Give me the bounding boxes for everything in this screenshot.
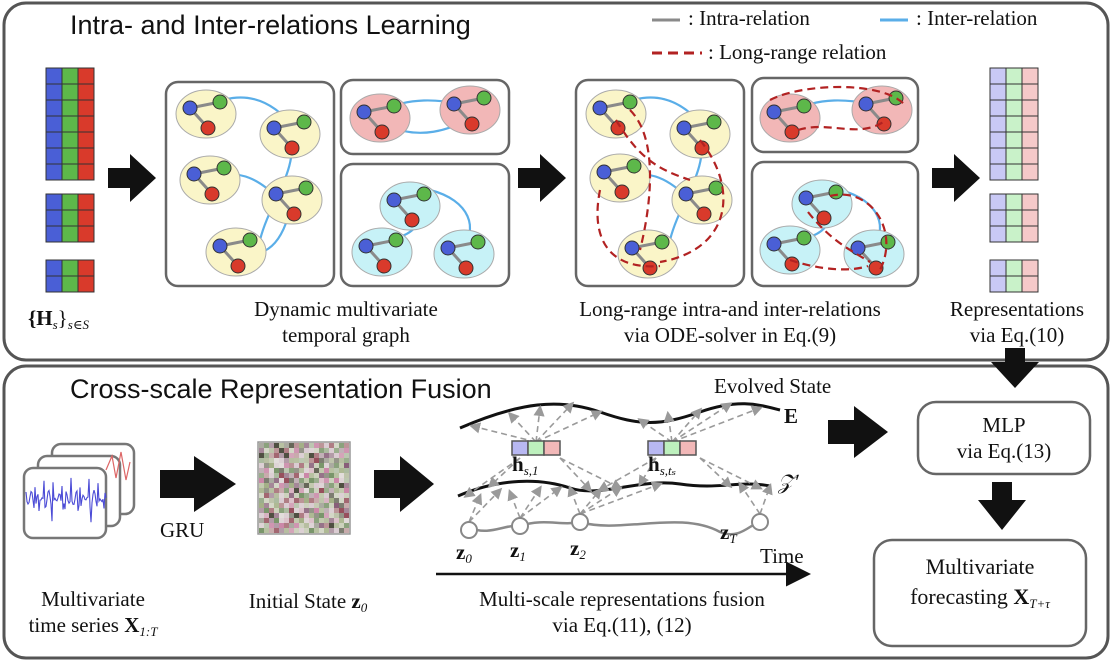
z-prime-symbol: 𝒵′ (778, 470, 799, 494)
z2-label: z2 (570, 536, 586, 562)
fusion-diagram (436, 401, 811, 587)
h-sts-label: hs,tₛ (648, 452, 676, 478)
arrow-to-gru (160, 456, 236, 512)
initial-state-caption: Initial State z0 (248, 589, 368, 615)
zT-label: zT (720, 520, 737, 546)
bottom-panel (2, 364, 1110, 660)
ode-caption: Long-range intra-and inter-relations via … (579, 297, 881, 347)
arrow-to-ode (518, 154, 566, 202)
top-panel (2, 1, 1110, 362)
top-panel-title: Intra- and Inter-relations Learning (70, 10, 471, 40)
z1-label: z1 (510, 538, 526, 564)
legend-inter-label: : Inter-relation (916, 6, 1038, 30)
repr-chip-2 (647, 440, 697, 456)
evolved-state-label: Evolved State (714, 374, 832, 398)
node-zT (751, 513, 769, 531)
arrow-to-fusion (374, 456, 434, 512)
hs-set-label: {Hs}s∈S (28, 306, 89, 332)
z-prime-curve (457, 479, 771, 498)
time-label: Time (760, 544, 804, 568)
arrow-to-graph (108, 154, 156, 202)
representations-caption: Representations via Eq.(10) (949, 297, 1085, 347)
output-representations (989, 67, 1039, 293)
node-z0 (460, 521, 478, 539)
fusion-caption: Multi-scale representations fusion via Eq… (479, 587, 765, 637)
forecast-box (872, 538, 1088, 648)
time-series-stack (22, 442, 136, 540)
mlp-label: MLP via Eq.(13) (956, 413, 1052, 463)
legend-intra-label: : Intra-relation (688, 6, 810, 30)
z0-label: z0 (456, 540, 472, 566)
mlp-box (916, 400, 1092, 476)
graph-clusters (175, 85, 913, 279)
gru-label: GRU (160, 518, 205, 542)
h-s1-label: hs,1 (512, 452, 539, 478)
forecast-label: Multivariate forecasting XT+τ (910, 554, 1050, 611)
repr-chip-1 (511, 440, 561, 456)
arrow-to-forecast (978, 482, 1026, 530)
e-symbol: E (784, 404, 799, 428)
initial-state-heatmap (257, 441, 351, 535)
time-series-caption: Multivariate time series X1:T (28, 587, 158, 639)
arrow-to-mlp-from-fusion (828, 406, 888, 458)
arrow-to-mlp (991, 348, 1039, 388)
input-hidden-states (45, 67, 95, 293)
arrow-to-representations (932, 154, 980, 202)
node-z2 (571, 513, 589, 531)
node-z1 (511, 517, 529, 535)
bottom-panel-title: Cross-scale Representation Fusion (70, 374, 492, 404)
legend-long-range-label: : Long-range relation (708, 40, 887, 64)
graph-caption: Dynamic multivariate temporal graph (254, 297, 438, 347)
evolved-state-curve (459, 402, 781, 430)
